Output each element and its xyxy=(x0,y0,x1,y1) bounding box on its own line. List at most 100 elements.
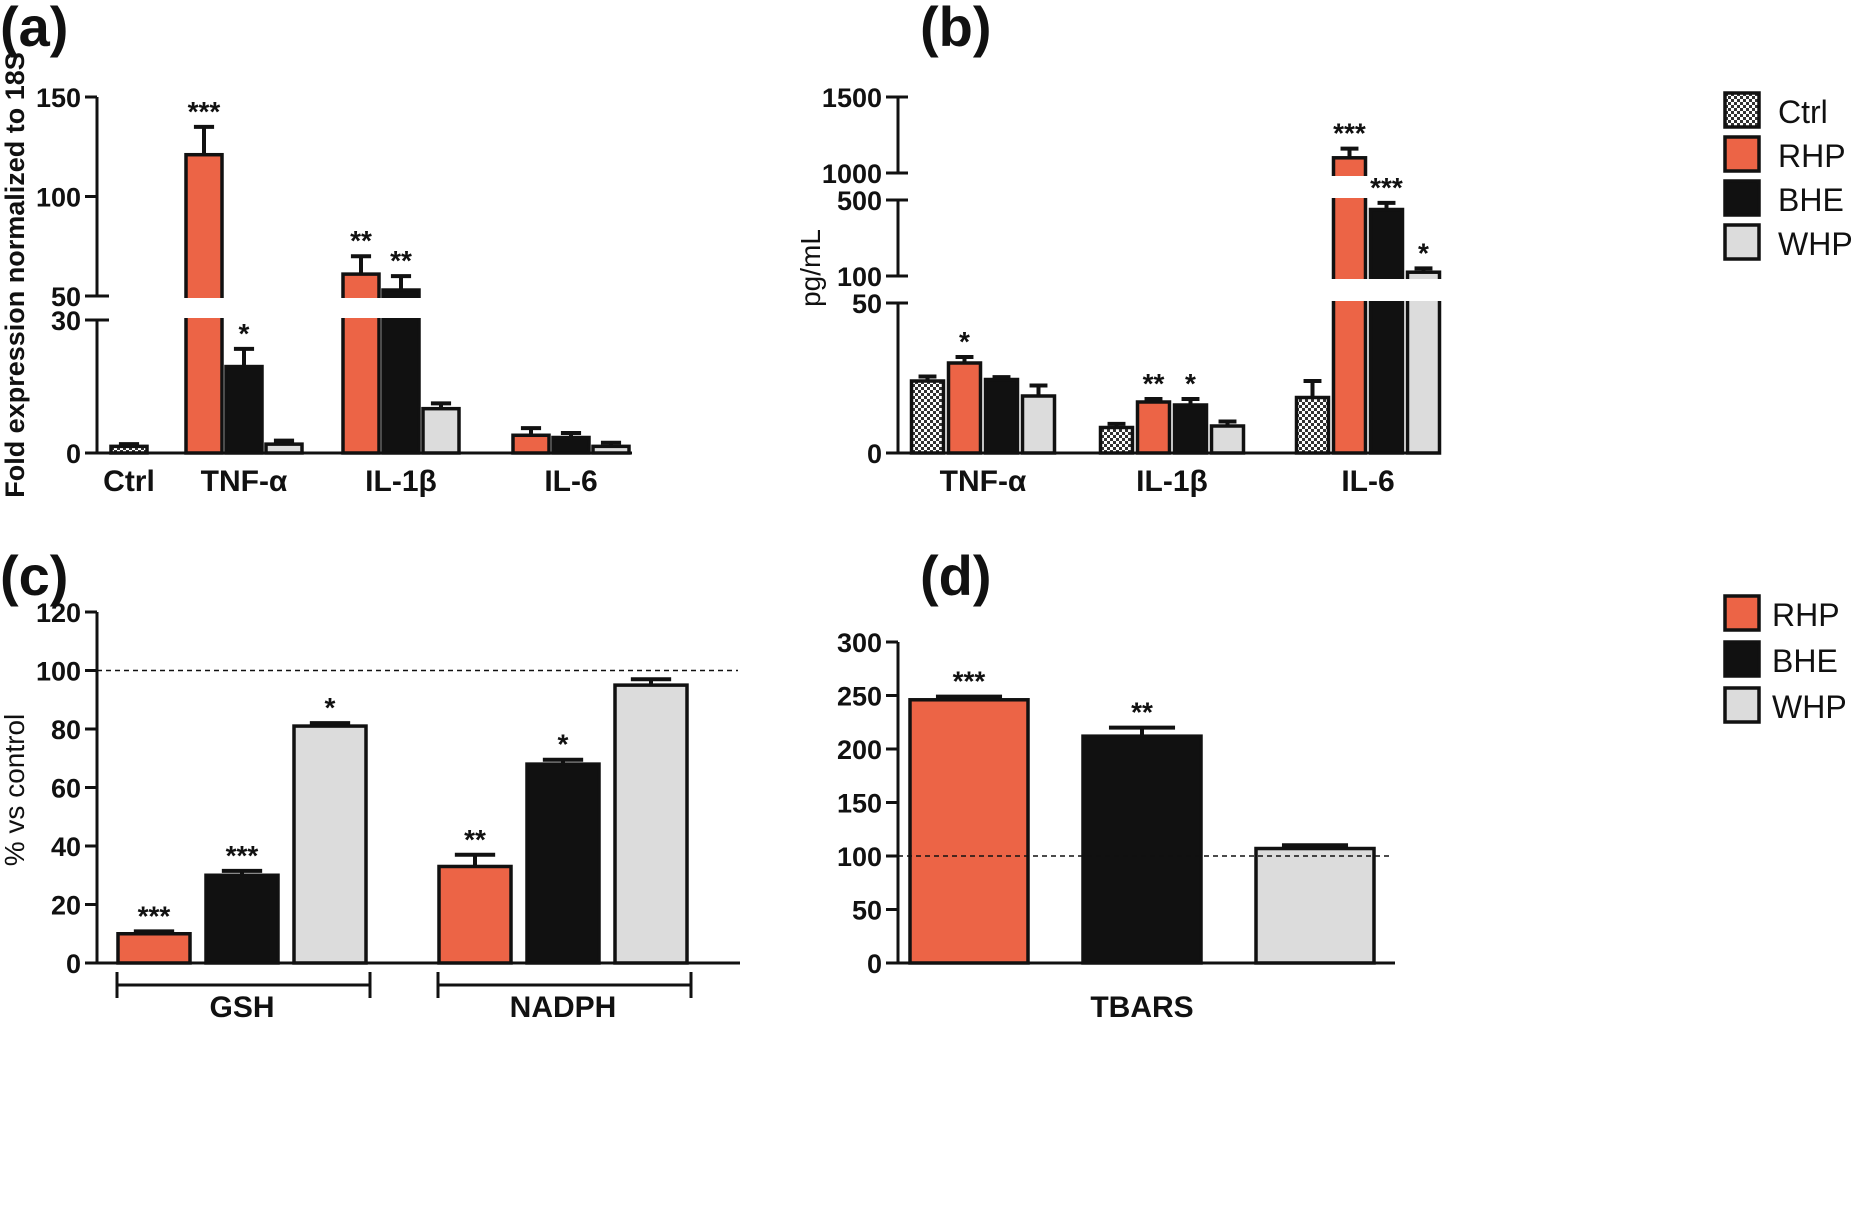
panel-c-GSH-BHE-significance-label: *** xyxy=(226,840,259,871)
panel-a-label: (a) xyxy=(0,0,68,58)
panel-b-IL-1β-RHP-bar xyxy=(1135,400,1172,455)
panel-b-y-tick-label: 1000 xyxy=(822,159,882,189)
panel-a-IL-1β-BHE-break-gap-0 xyxy=(380,298,422,318)
panel-a-IL-1β-WHP-bar xyxy=(421,406,461,455)
panel-b-IL-1β-Ctrl-bar xyxy=(1098,425,1135,455)
chart-layer: (a)Fold expression normalized to 18S 0305… xyxy=(0,0,1853,1024)
panel-a-IL-6-BHE-bar xyxy=(551,435,591,455)
panel-b-IL-6-WHP-break-gap-0 xyxy=(1404,279,1443,301)
panel-a-IL-1β-RHP-significance-label: ** xyxy=(350,225,372,256)
panel-a-TNF-α-BHE-significance-label: * xyxy=(239,318,250,349)
panel-b-y-tick-label: 0 xyxy=(867,439,882,469)
panel-d-TBARS-BHE-bar xyxy=(1081,734,1203,965)
panel-d-TBARS-RHP-significance-label: *** xyxy=(953,666,986,697)
panel-b-category-label: TNF-α xyxy=(940,465,1027,498)
panel-d-y-tick-label: 50 xyxy=(852,896,882,926)
panel-c-NADPH-BHE-significance-label: * xyxy=(558,729,569,760)
panel-a-IL-6-RHP-bar xyxy=(511,433,551,455)
panel-b-legend-swatch-WHP xyxy=(1723,223,1761,261)
panel-b-IL-1β-BHE-bar xyxy=(1172,403,1209,455)
panel-a-category-label: Ctrl xyxy=(103,465,155,498)
panel-b-TNF-α-RHP-significance-label: * xyxy=(959,326,970,357)
panel-c-category-label: GSH xyxy=(209,991,274,1024)
panel-c-GSH-RHP-significance-label: *** xyxy=(138,900,171,931)
panel-c-GSH-WHP-bar xyxy=(292,724,368,965)
panel-b-TNF-α-RHP-bar xyxy=(946,361,983,455)
panel-c-y-tick-label: 20 xyxy=(51,891,81,921)
panel-a-category-label: IL-6 xyxy=(544,465,597,498)
panel-d-y-tick-label: 300 xyxy=(837,628,882,658)
panel-b-IL-6-BHE-significance-label: *** xyxy=(1370,172,1403,203)
panel-a-y-tick-label: 100 xyxy=(36,183,81,213)
panel-b-IL-1β-WHP-bar xyxy=(1209,424,1246,455)
panel-a-IL-1β-RHP-break-gap-0 xyxy=(340,298,382,318)
panel-c-y-tick-label: 60 xyxy=(51,774,81,804)
panel-a-Ctrl-Ctrl-bar xyxy=(109,444,149,455)
panel-b-IL-6-RHP-break-gap-1 xyxy=(1330,176,1369,198)
panel-a-TNF-α-WHP-bar xyxy=(264,442,304,455)
panel-d-legend-label: BHE xyxy=(1772,643,1838,679)
panel-a-y-tick-label: 150 xyxy=(36,83,81,113)
panel-c-y-tick-label: 40 xyxy=(51,832,81,862)
panel-d-category-label: TBARS xyxy=(1090,991,1193,1024)
panel-a-IL-1β-BHE-significance-label: ** xyxy=(390,245,412,276)
panel-c-y-tick-label: 120 xyxy=(36,598,81,628)
panel-b-legend-label: Ctrl xyxy=(1778,94,1828,130)
panel-b-IL-1β-BHE-significance-label: * xyxy=(1185,368,1196,399)
panel-b-legend-label: BHE xyxy=(1778,182,1844,218)
panel-d-TBARS-BHE-significance-label: ** xyxy=(1131,697,1153,728)
panel-d-TBARS-WHP-bar xyxy=(1254,846,1376,965)
panel-c-y-axis-title: % vs control xyxy=(0,714,30,867)
panel-b-legend-swatch-Ctrl xyxy=(1723,91,1761,129)
panel-a-TNF-α-RHP-significance-label: *** xyxy=(188,96,221,127)
panel-b-y-tick-label: 100 xyxy=(837,262,882,292)
panel-d-TBARS-RHP-bar xyxy=(908,698,1030,965)
panel-b-legend-label: RHP xyxy=(1778,138,1846,174)
panel-d-y-tick-label: 200 xyxy=(837,735,882,765)
panel-d-y-tick-label: 0 xyxy=(867,949,882,979)
panel-b-IL-6-WHP-significance-label: * xyxy=(1418,237,1429,268)
panel-b-y-tick-label: 50 xyxy=(852,289,882,319)
panel-a-TNF-α-RHP-break-gap-0 xyxy=(183,298,225,318)
panel-a-TNF-α-BHE-bar xyxy=(224,364,264,455)
panel-c-category-label: NADPH xyxy=(510,991,617,1024)
panel-a-category-label: TNF-α xyxy=(201,465,288,498)
panel-b-IL-1β-RHP-significance-label: ** xyxy=(1143,368,1165,399)
panel-c-GSH-RHP-bar xyxy=(116,932,192,965)
panel-b-TNF-α-BHE-bar xyxy=(983,377,1020,455)
panel-d-y-tick-label: 100 xyxy=(837,842,882,872)
panel-c-NADPH-RHP-bar xyxy=(437,864,513,965)
panel-b-TNF-α-WHP-bar xyxy=(1020,394,1057,455)
panel-c-label: (c) xyxy=(0,544,68,607)
panel-c-y-tick-label: 80 xyxy=(51,715,81,745)
panel-c-GSH-WHP-significance-label: * xyxy=(325,692,336,723)
panel-c-NADPH-WHP-bar xyxy=(613,683,689,965)
panel-a-y-tick-label: 30 xyxy=(51,306,81,336)
panel-d-label: (d) xyxy=(920,544,992,607)
panel-b-IL-6-RHP-significance-label: *** xyxy=(1333,118,1366,149)
panel-b-TNF-α-Ctrl-bar xyxy=(909,379,946,455)
panel-b-IL-6-BHE-bar xyxy=(1368,207,1405,455)
panel-c-NADPH-RHP-significance-label: ** xyxy=(464,824,486,855)
panel-d-y-tick-label: 250 xyxy=(837,682,882,712)
panel-d-legend-label: RHP xyxy=(1772,597,1840,633)
panel-b-IL-6-RHP-break-gap-0 xyxy=(1330,279,1369,301)
panel-b-legend-swatch-BHE xyxy=(1723,179,1761,217)
panel-c-y-tick-label: 100 xyxy=(36,657,81,687)
panel-b-y-axis-title: pg/mL xyxy=(795,229,826,307)
panel-b-legend-swatch-RHP xyxy=(1723,135,1761,173)
panel-d-legend-label: WHP xyxy=(1772,689,1847,725)
panel-b-IL-6-Ctrl-bar xyxy=(1294,395,1331,455)
panel-b-category-label: IL-1β xyxy=(1136,465,1208,498)
panel-d-y-tick-label: 150 xyxy=(837,789,882,819)
panel-c-GSH-BHE-bar xyxy=(204,873,280,965)
panel-c-y-tick-label: 0 xyxy=(66,949,81,979)
panel-b-y-tick-label: 500 xyxy=(837,186,882,216)
panel-a-y-tick-label: 0 xyxy=(66,439,81,469)
panel-a-y-tick-label: 50 xyxy=(51,282,81,312)
panel-a-y-axis-title: Fold expression normalized to 18S xyxy=(0,52,30,498)
panel-b-label: (b) xyxy=(920,0,992,58)
panel-d-legend-swatch-RHP xyxy=(1723,594,1761,632)
panel-b-y-tick-label: 1500 xyxy=(822,83,882,113)
